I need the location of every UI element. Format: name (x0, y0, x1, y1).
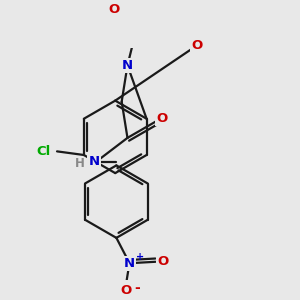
Text: O: O (156, 112, 167, 125)
Text: N: N (88, 155, 100, 168)
Text: N: N (122, 59, 133, 72)
Text: O: O (120, 284, 131, 297)
Text: N: N (124, 257, 135, 270)
Text: O: O (109, 3, 120, 16)
Text: -: - (134, 281, 140, 295)
Text: H: H (75, 157, 85, 170)
Text: Cl: Cl (37, 145, 51, 158)
Text: O: O (191, 39, 203, 52)
Text: +: + (136, 252, 144, 262)
Text: O: O (157, 255, 168, 268)
